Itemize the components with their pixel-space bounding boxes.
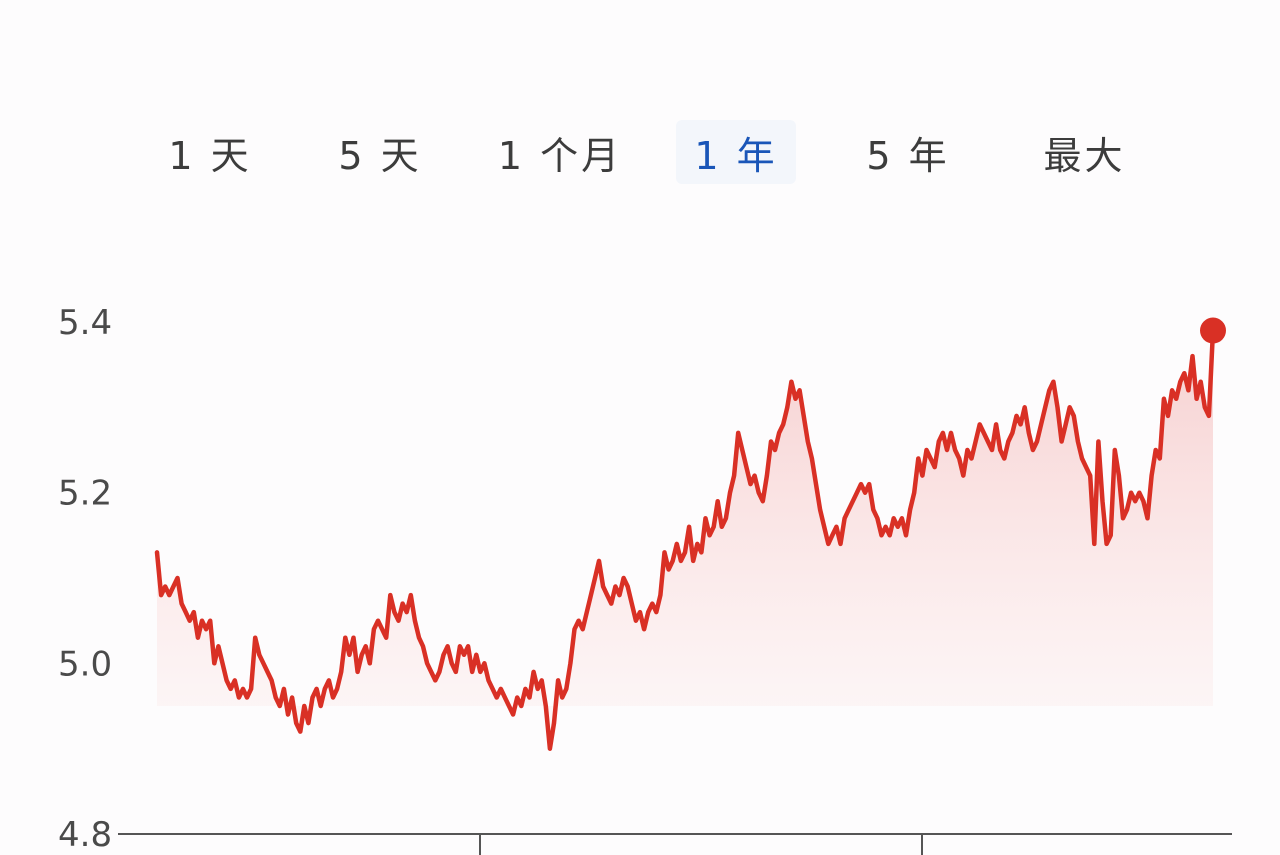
- tab-1-month[interactable]: 1 个月: [497, 133, 623, 178]
- y-tick-label: 5.4: [58, 303, 112, 343]
- tab-1-year[interactable]: 1 年: [676, 120, 796, 184]
- tab-5-year[interactable]: 5 年: [866, 133, 950, 178]
- time-range-tabs: 1 天 5 天 1 个月 1 年 5 年 最大: [0, 0, 1280, 230]
- price-line: [154, 328, 1216, 751]
- y-axis-ticks: 5.4 5.2 5.0 4.8: [58, 303, 112, 855]
- tab-5-day[interactable]: 5 天: [338, 133, 422, 178]
- tab-max[interactable]: 最大: [1043, 133, 1126, 178]
- tab-1-day[interactable]: 1 天: [168, 133, 252, 178]
- y-tick-label: 4.8: [58, 815, 112, 855]
- last-price-marker: [1200, 317, 1226, 344]
- y-tick-label: 5.0: [58, 644, 112, 684]
- y-tick-label: 5.2: [58, 474, 112, 514]
